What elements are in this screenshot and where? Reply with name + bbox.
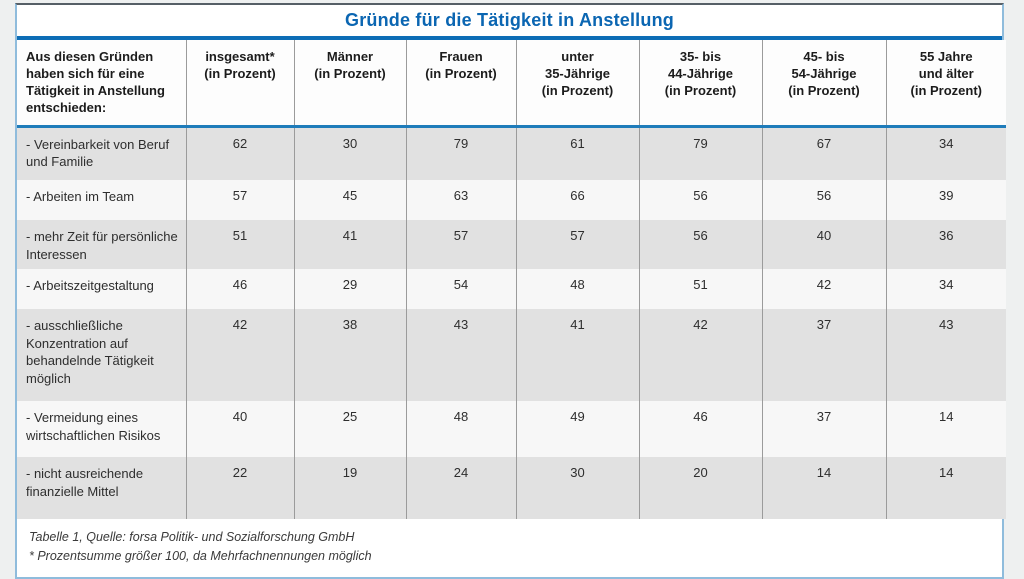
value-cell: 48	[405, 401, 516, 458]
value-cell: 56	[638, 180, 762, 220]
value-cell: 46	[638, 401, 762, 458]
value-cell: 51	[185, 220, 294, 270]
row-label: - ausschließliche Konzentration auf beha…	[26, 318, 154, 386]
table-body: - Vereinbarkeit von Beruf und Familie 62…	[17, 126, 1006, 520]
table-row: - ausschließliche Konzentration auf beha…	[17, 309, 1006, 402]
column-header-total: insgesamt* (in Prozent)	[185, 40, 294, 126]
column-header-35-44: 35- bis 44-Jährige (in Prozent)	[638, 40, 762, 126]
value-cell: 24	[405, 457, 516, 520]
row-label: - Vereinbarkeit von Beruf und Familie	[26, 136, 170, 170]
table-row: - Arbeitszeitgestaltung 46 29 54 48 51 4…	[17, 269, 1006, 310]
data-table: Aus diesen Gründen haben sich für eine T…	[17, 40, 1006, 520]
value-cell: 43	[405, 309, 516, 402]
value-cell: 40	[761, 220, 886, 270]
table-title: Gründe für die Tätigkeit in Anstellung	[345, 10, 674, 30]
column-header-women: Frauen (in Prozent)	[405, 40, 516, 126]
table-header: Aus diesen Gründen haben sich für eine T…	[17, 40, 1006, 126]
value-cell: 36	[885, 220, 1006, 270]
value-cell: 61	[515, 126, 639, 180]
value-cell: 56	[638, 220, 762, 270]
row-label: - nicht ausreichende finanzielle Mittel	[26, 466, 144, 499]
value-cell: 46	[185, 269, 294, 310]
value-cell: 57	[185, 180, 294, 220]
table-title-bar: Gründe für die Tätigkeit in Anstellung	[17, 5, 1002, 36]
value-cell: 14	[885, 401, 1006, 458]
value-cell: 79	[638, 126, 762, 180]
table-row: - Vereinbarkeit von Beruf und Familie 62…	[17, 126, 1006, 180]
value-cell: 67	[761, 126, 886, 180]
value-cell: 20	[638, 457, 762, 520]
value-cell: 40	[185, 401, 294, 458]
value-cell: 42	[761, 269, 886, 310]
table-row: - Vermeidung eines wirtschaftlichen Risi…	[17, 401, 1006, 458]
value-cell: 29	[293, 269, 406, 310]
column-header-45-54: 45- bis 54-Jährige (in Prozent)	[761, 40, 886, 126]
statistics-table-container: Gründe für die Tätigkeit in Anstellung A…	[15, 3, 1006, 579]
value-cell: 39	[885, 180, 1006, 220]
row-label: - mehr Zeit für persönliche Interessen	[26, 229, 178, 262]
value-cell: 41	[293, 220, 406, 270]
value-cell: 45	[293, 180, 406, 220]
value-cell: 42	[638, 309, 762, 402]
value-cell: 43	[885, 309, 1006, 402]
value-cell: 14	[761, 457, 886, 520]
value-cell: 57	[405, 220, 516, 270]
value-cell: 30	[515, 457, 639, 520]
row-label: - Arbeiten im Team	[26, 189, 135, 204]
asterisk-note: * Prozentsumme größer 100, da Mehrfachne…	[29, 549, 372, 564]
value-cell: 34	[885, 269, 1006, 310]
value-cell: 79	[405, 126, 516, 180]
value-cell: 34	[885, 126, 1006, 180]
value-cell: 19	[293, 457, 406, 520]
value-cell: 37	[761, 309, 886, 402]
column-header-55-plus: 55 Jahre und älter (in Prozent)	[885, 40, 1006, 126]
table-row: - mehr Zeit für persönliche Interessen 5…	[17, 220, 1006, 270]
value-cell: 49	[515, 401, 639, 458]
value-cell: 51	[638, 269, 762, 310]
header-row: Aus diesen Gründen haben sich für eine T…	[17, 40, 1006, 126]
value-cell: 48	[515, 269, 639, 310]
title-divider	[17, 36, 1002, 40]
value-cell: 38	[293, 309, 406, 402]
row-label: - Arbeitszeitgestaltung	[26, 278, 154, 294]
table-footer: Tabelle 1, Quelle: forsa Politik- und So…	[17, 519, 1002, 577]
column-header-men: Männer (in Prozent)	[293, 40, 406, 126]
value-cell: 66	[515, 180, 639, 220]
value-cell: 62	[185, 126, 294, 180]
value-cell: 25	[293, 401, 406, 458]
value-cell: 63	[405, 180, 516, 220]
value-cell: 30	[293, 126, 406, 180]
value-cell: 42	[185, 309, 294, 402]
value-cell: 37	[761, 401, 886, 458]
column-header-reasons: Aus diesen Gründen haben sich für eine T…	[17, 40, 186, 126]
source-note: Tabelle 1, Quelle: forsa Politik- und So…	[29, 530, 355, 545]
row-label: - Vermeidung eines wirtschaftlichen Risi…	[26, 410, 161, 443]
table-row: - Arbeiten im Team 57 45 63 66 56 56 39	[17, 180, 1006, 220]
value-cell: 22	[185, 457, 294, 520]
column-header-under-35: unter 35-Jährige (in Prozent)	[515, 40, 639, 126]
value-cell: 54	[405, 269, 516, 310]
value-cell: 56	[761, 180, 886, 220]
value-cell: 14	[885, 457, 1006, 520]
value-cell: 57	[515, 220, 639, 270]
value-cell: 41	[515, 309, 639, 402]
table-row: - nicht ausreichende finanzielle Mittel …	[17, 457, 1006, 520]
